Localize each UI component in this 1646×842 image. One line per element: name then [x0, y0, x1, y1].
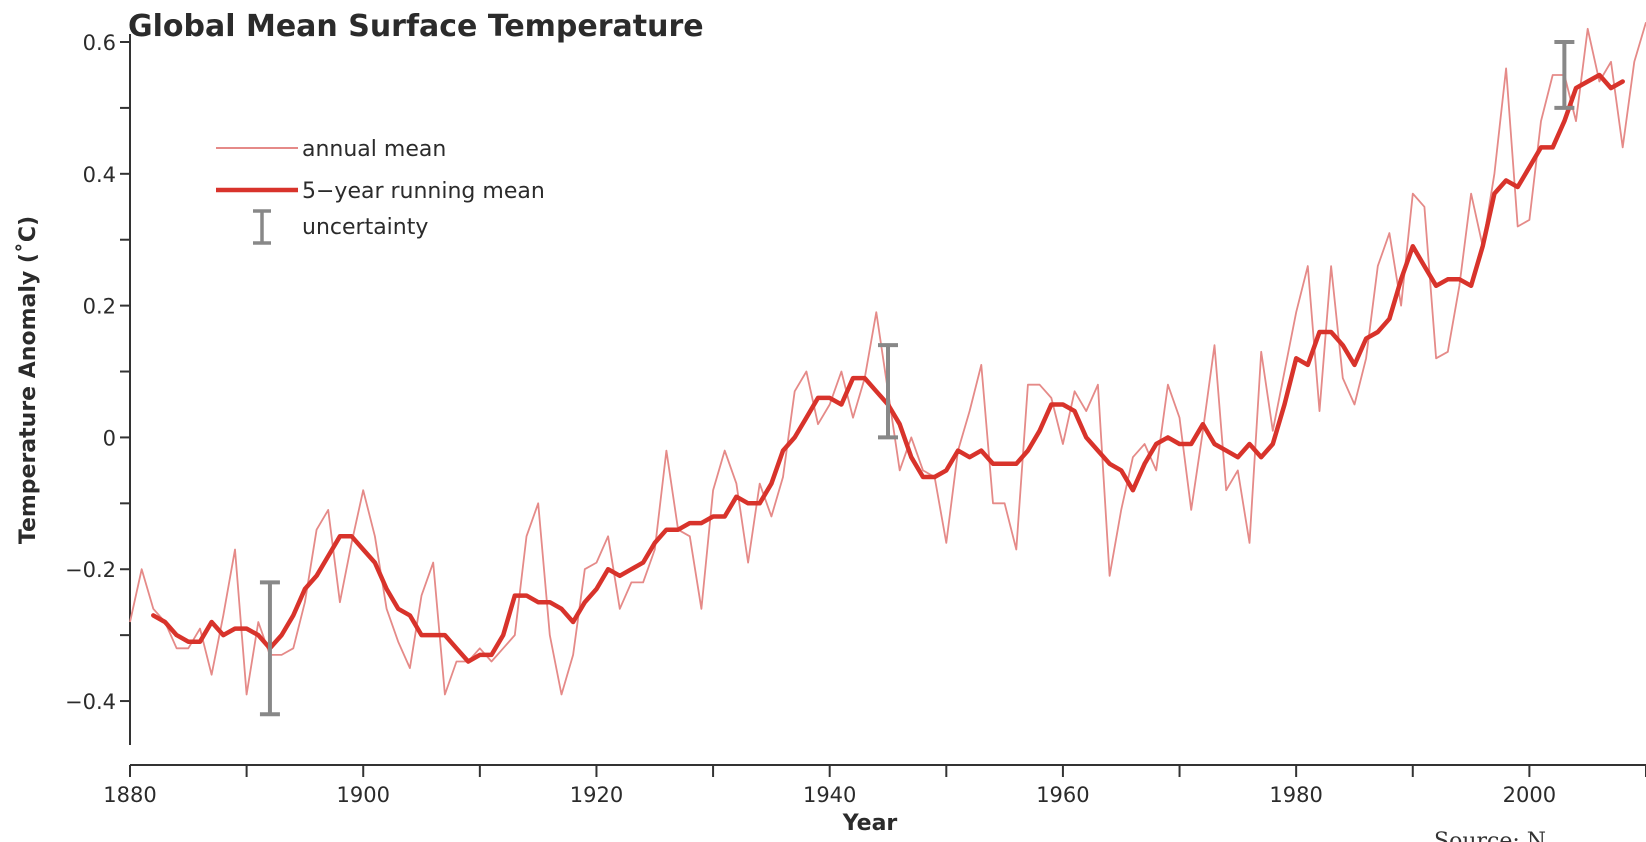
x-tick-label: 1880 — [103, 783, 156, 807]
source-note: Source: N — [1434, 829, 1546, 842]
x-tick-label: 1980 — [1269, 783, 1322, 807]
legend-swatch-uncertainty — [253, 209, 271, 245]
y-tick-label: −0.2 — [65, 558, 116, 582]
x-tick-label: 1960 — [1036, 783, 1089, 807]
y-tick-label: 0.2 — [83, 295, 116, 319]
uncertainty-bar — [259, 580, 280, 717]
x-tick-label: 1920 — [570, 783, 623, 807]
uncertainty-bar — [1554, 40, 1575, 110]
x-tick-label: 1900 — [337, 783, 390, 807]
legend-label-annual-mean: annual mean — [302, 137, 446, 162]
y-tick-label: 0 — [103, 426, 116, 450]
axes: 0.6 0.4 0.2 0 −0.2 −0.4 1880 1900 1920 1940 1960 19… — [65, 31, 1646, 807]
y-tick-label: 0.6 — [83, 31, 116, 55]
x-tick-label: 1940 — [803, 783, 856, 807]
x-tick-label: 2000 — [1503, 783, 1556, 807]
legend-label-running-mean: 5−year running mean — [302, 179, 545, 204]
legend-label-uncertainty: uncertainty — [302, 215, 428, 240]
legend: annual mean 5−year running mean uncertai… — [216, 137, 545, 245]
uncertainty-layer — [259, 40, 1575, 717]
uncertainty-bar — [878, 343, 898, 440]
y-axis-title: Temperature Anomaly (˚C) — [16, 216, 41, 544]
y-tick-label: 0.4 — [83, 163, 116, 187]
x-axis-title: Year — [842, 811, 898, 836]
chart-title: Global Mean Surface Temperature — [128, 9, 704, 44]
y-tick-label: −0.4 — [65, 690, 116, 714]
